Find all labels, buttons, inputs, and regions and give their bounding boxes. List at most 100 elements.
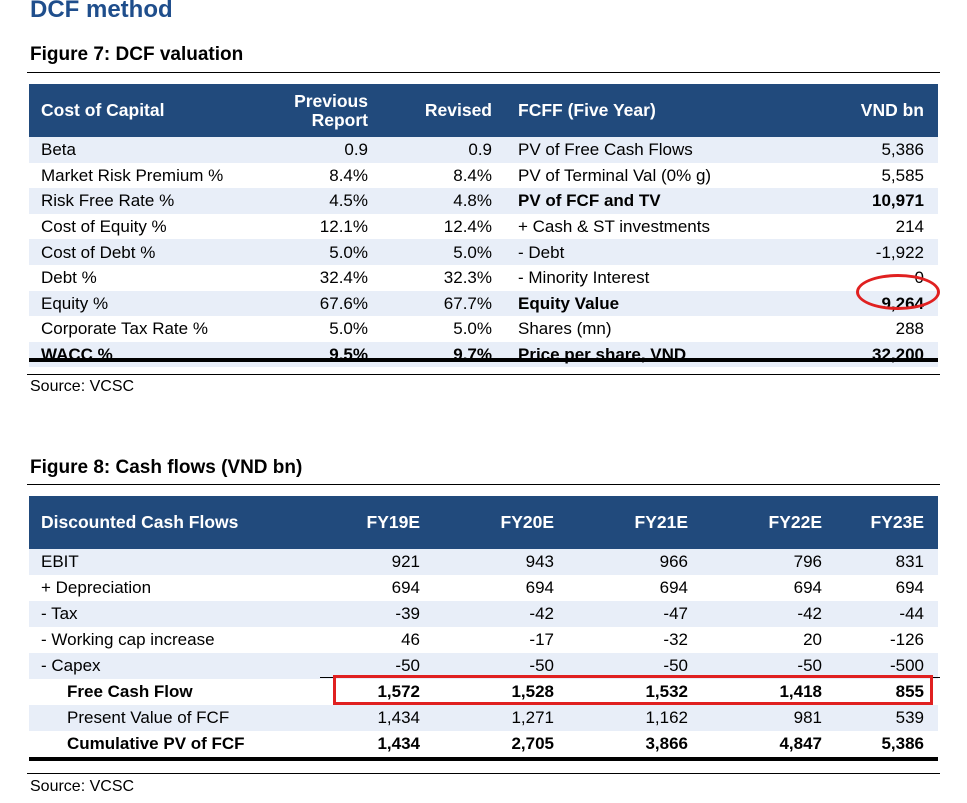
figure8-title: Figure 8: Cash flows (VND bn)	[30, 457, 303, 478]
table-row: WACC % 9.5% 9.7% Price per share, VND 32…	[29, 341, 938, 368]
cell: -42	[702, 601, 836, 627]
previous-value: 12.1%	[319, 217, 368, 237]
revised-value: 32.3%	[443, 268, 492, 288]
cell: -50	[309, 653, 434, 679]
revised-value: 8.4%	[453, 165, 492, 185]
previous-value: 32.4%	[319, 268, 368, 288]
cell: -47	[568, 601, 702, 627]
cell: 831	[836, 549, 938, 575]
row-label: Cost of Equity %	[41, 217, 167, 237]
fcff-label: - Minority Interest	[518, 268, 650, 288]
previous-value: 4.5%	[257, 188, 382, 214]
table-row: + Depreciation 694 694 694 694 694	[29, 575, 938, 601]
cell: 1,418	[779, 682, 822, 701]
revised-value: 0.9	[382, 137, 506, 163]
cell: 694	[525, 578, 554, 597]
header-fy19e: FY19E	[309, 496, 434, 549]
revised-value: 4.8%	[382, 188, 506, 214]
revised-value: 9.7%	[382, 341, 506, 368]
header-fy20e: FY20E	[434, 496, 568, 549]
previous-value: 5.0%	[329, 319, 368, 339]
row-label: Market Risk Premium %	[41, 165, 224, 185]
figure7-bottom-rule	[29, 358, 938, 362]
table-row: EBIT 921 943 966 796 831	[29, 549, 938, 575]
fcff-label: - Debt	[506, 239, 776, 265]
cell: -32	[663, 630, 688, 649]
row-label: - Capex	[29, 653, 309, 679]
table-row: - Tax -39 -42 -47 -42 -44	[29, 601, 938, 627]
fcff-value: 10,971	[776, 188, 938, 214]
cell: 1,528	[511, 682, 554, 701]
fcff-label: + Cash & ST investments	[518, 217, 710, 237]
fcff-label: PV of Free Cash Flows	[506, 137, 776, 163]
header-cost-of-capital: Cost of Capital	[29, 84, 257, 137]
row-label: WACC %	[29, 341, 257, 368]
cash-flows-table: Discounted Cash Flows FY19E FY20E FY21E …	[29, 496, 938, 757]
row-label: Equity %	[29, 290, 257, 317]
figure7-source: Source: VCSC	[30, 378, 135, 395]
header-fy23e: FY23E	[836, 496, 938, 549]
revised-value: 5.0%	[382, 239, 506, 265]
row-label: - Tax	[29, 601, 309, 627]
figure8-bottom-rule	[29, 757, 938, 761]
cell: 694	[895, 578, 924, 597]
fcff-value: 5,585	[881, 165, 924, 185]
dcf-valuation-table: Cost of Capital Previous Report Revised …	[29, 84, 938, 368]
equity-value-highlight-circle	[856, 274, 940, 310]
table-row: Present Value of FCF 1,434 1,271 1,162 9…	[29, 705, 938, 731]
table-row: Equity % 67.6% 67.7% Equity Value 9,264	[29, 290, 938, 317]
figure7-top-rule	[27, 72, 940, 73]
fcff-value: -1,922	[776, 239, 938, 265]
fcff-label: Shares (mn)	[518, 319, 612, 339]
fcff-label: PV of Terminal Val (0% g)	[518, 165, 712, 185]
row-label: Free Cash Flow	[67, 682, 193, 701]
header-revised: Revised	[382, 84, 506, 137]
cell: 2,705	[511, 734, 554, 753]
free-cash-flow-highlight-box	[333, 675, 933, 705]
fcff-label: PV of FCF and TV	[506, 188, 776, 214]
price-per-share-value: 32,200	[776, 341, 938, 368]
table-row: Corporate Tax Rate % 5.0% 5.0% Shares (m…	[29, 316, 938, 342]
fcff-label: Equity Value	[506, 290, 776, 317]
cell: 855	[895, 682, 924, 701]
figure7-source-rule	[27, 374, 940, 375]
cell: 3,866	[645, 734, 688, 753]
table-row: Cost of Debt % 5.0% 5.0% - Debt -1,922	[29, 239, 938, 265]
figure8-source-rule	[27, 773, 940, 774]
fcff-value: 214	[895, 217, 924, 237]
cell: 796	[702, 549, 836, 575]
table-row: - Capex -50 -50 -50 -50 -500	[29, 653, 938, 679]
cell: 20	[803, 630, 822, 649]
cell: 981	[702, 705, 836, 731]
cell: 1,162	[568, 705, 702, 731]
revised-value: 67.7%	[382, 290, 506, 317]
header-fcff: FCFF (Five Year)	[506, 84, 776, 137]
header-discounted-cash-flows: Discounted Cash Flows	[29, 496, 309, 549]
figure7-title: Figure 7: DCF valuation	[30, 44, 244, 65]
table-row-free-cash-flow: Free Cash Flow 1,572 1,528 1,532 1,418 8…	[29, 679, 938, 705]
row-label: Debt %	[41, 268, 97, 288]
table-header-row: Discounted Cash Flows FY19E FY20E FY21E …	[29, 496, 938, 549]
cell: 921	[309, 549, 434, 575]
cell: 1,434	[309, 705, 434, 731]
table-row: Risk Free Rate % 4.5% 4.8% PV of FCF and…	[29, 188, 938, 214]
cell: 943	[434, 549, 568, 575]
table-row: Market Risk Premium % 8.4% 8.4% PV of Te…	[29, 163, 938, 189]
cell: 966	[568, 549, 702, 575]
table-row: Beta 0.9 0.9 PV of Free Cash Flows 5,386	[29, 137, 938, 163]
cell: -39	[309, 601, 434, 627]
row-label: Beta	[29, 137, 257, 163]
header-fy22e: FY22E	[702, 496, 836, 549]
cell: -50	[434, 653, 568, 679]
previous-value: 8.4%	[329, 165, 368, 185]
row-label: EBIT	[29, 549, 309, 575]
previous-value: 9.5%	[257, 341, 382, 368]
table-row: Cumulative PV of FCF 1,434 2,705 3,866 4…	[29, 731, 938, 757]
cell: -126	[889, 630, 924, 649]
cell: -500	[836, 653, 938, 679]
cell: 1,434	[377, 734, 420, 753]
cell: 1,572	[377, 682, 420, 701]
cell: 1,532	[645, 682, 688, 701]
header-previous-report: Previous Report	[257, 84, 382, 137]
previous-value: 67.6%	[257, 290, 382, 317]
